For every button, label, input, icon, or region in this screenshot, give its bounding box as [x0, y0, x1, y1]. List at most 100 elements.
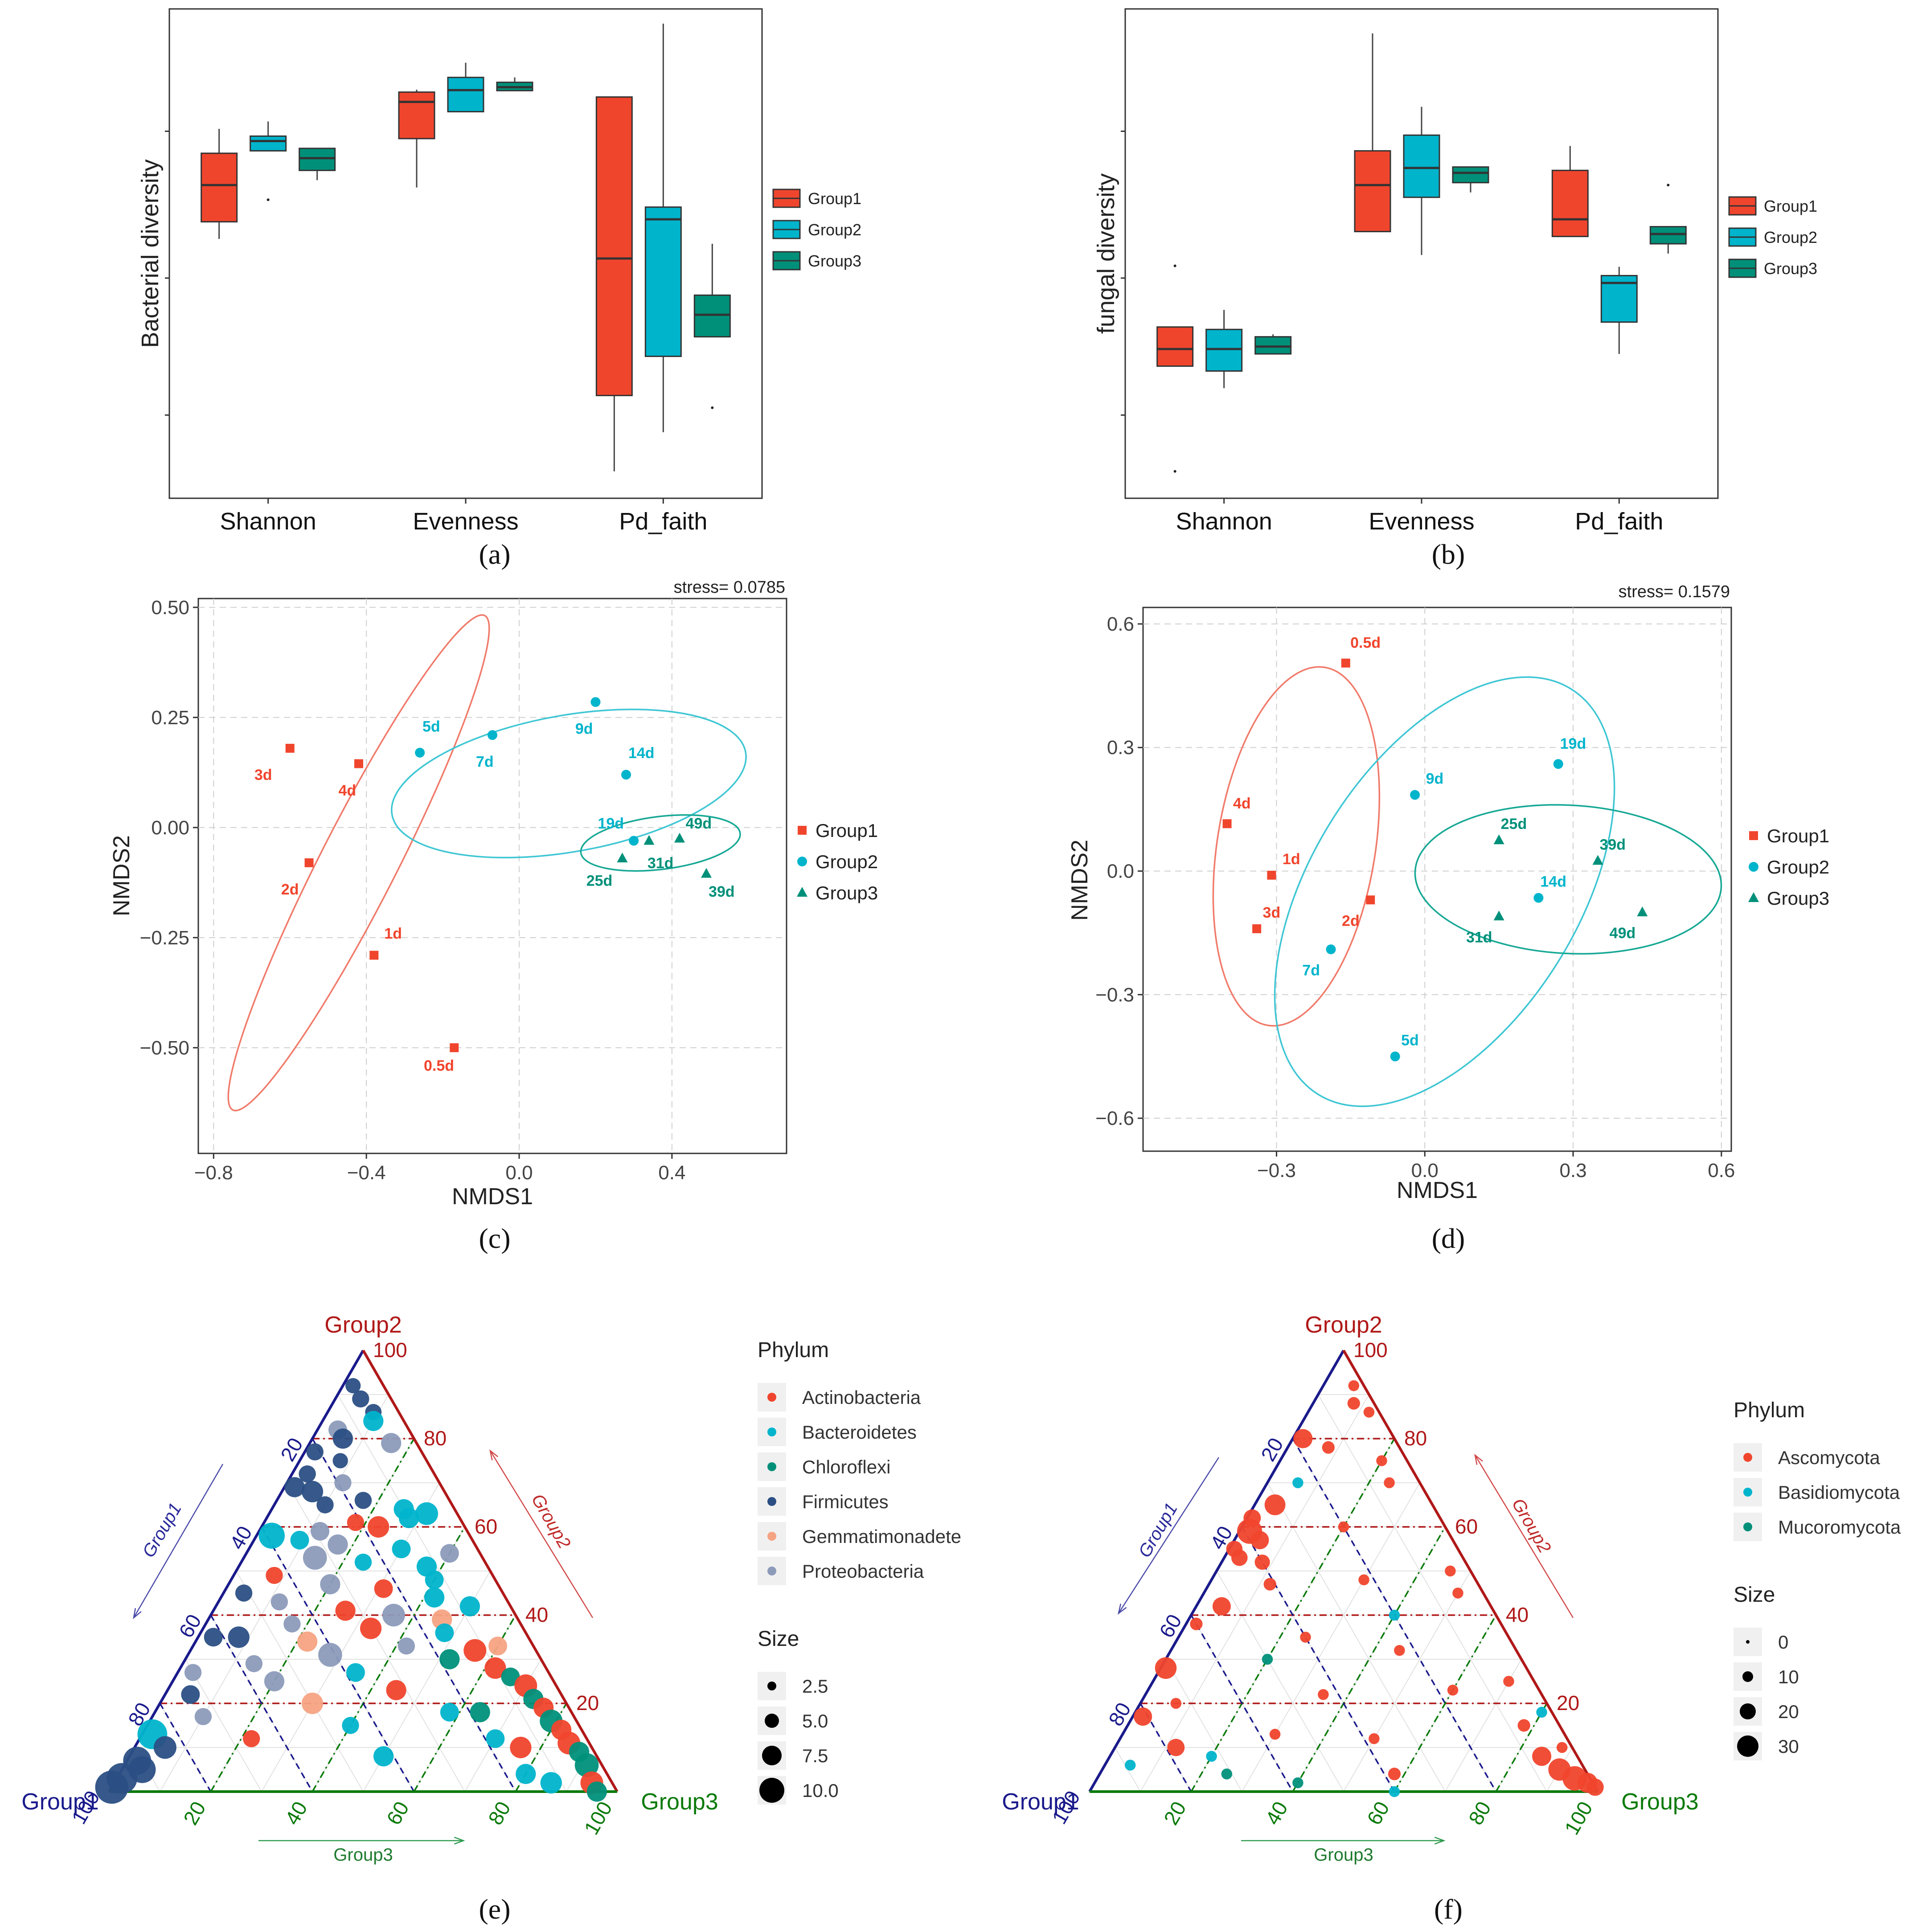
ternary-point-proteobacteria [334, 1474, 352, 1492]
legend-label: Group3 [1764, 259, 1817, 278]
ternary-point-ascomycota [1394, 1645, 1405, 1656]
ternary-point-firmicutes [181, 1685, 200, 1704]
group1-direction-arrow-head [1118, 1604, 1127, 1615]
ternary-point-ascomycota [1231, 1549, 1248, 1566]
ternary-point-ascomycota [1388, 1768, 1401, 1780]
ternary-point-proteobacteria [184, 1664, 202, 1681]
legend-key-dot [767, 1532, 776, 1541]
panel-a-yticks [165, 131, 169, 416]
ternary-point-proteobacteria [303, 1546, 327, 1570]
category-label: Evenness [413, 508, 518, 535]
legend-label: Group2 [808, 221, 861, 239]
point-group3 [1637, 906, 1648, 916]
ternary-point-firmicutes [299, 1465, 316, 1483]
point-label: 39d [1599, 836, 1626, 853]
group3-tick-label: 80 [1464, 1797, 1496, 1829]
size-key-dot [1742, 1671, 1753, 1682]
panel-a-categories: Shannon Evenness Pd_faith [220, 498, 707, 535]
ternary-point-ascomycota [1269, 1729, 1281, 1740]
box-rect [250, 135, 287, 152]
point-group2 [590, 697, 601, 707]
panel-d-stress: stress= 0.1579 [1619, 582, 1730, 601]
panel-b: fungal diversity Shannon Evenness Pd_faith… [1093, 8, 1817, 570]
group2-tick-label: 80 [424, 1427, 447, 1450]
ytick-label: −0.6 [1095, 1108, 1134, 1129]
ternary-point-ascomycota [1170, 1698, 1182, 1709]
point-group3 [643, 835, 655, 845]
box-group3-shannon [1254, 334, 1292, 355]
ternary-point-ascomycota [1134, 1707, 1152, 1726]
group2-tick-label: 40 [525, 1603, 548, 1626]
box-group3-evenness [1452, 166, 1489, 193]
size-key-dot [1740, 1703, 1756, 1719]
box-group2-evenness [1403, 107, 1440, 255]
box-group2-evenness [447, 62, 484, 113]
ternary-point-firmicutes [153, 1736, 176, 1759]
point-label: 9d [1426, 771, 1444, 788]
box-rect [447, 77, 484, 113]
ternary-point-basidiomycota [1536, 1706, 1547, 1718]
legend-key-dot [767, 1393, 776, 1402]
ternary-point-firmicutes [354, 1492, 372, 1509]
ternary-point-proteobacteria [194, 1708, 212, 1725]
confidence-ellipse-group1 [227, 614, 490, 1112]
point-group3 [1493, 911, 1504, 921]
group2-tick-label: 80 [1404, 1427, 1427, 1450]
xtick-label: −0.3 [1257, 1160, 1296, 1181]
legend-marker [1748, 892, 1759, 902]
ternary-point-bacteroidetes [459, 1596, 480, 1616]
right-axis-line [362, 1350, 619, 1793]
grid-line [236, 1571, 364, 1792]
box-rect [1205, 328, 1243, 372]
panel-d-ticks: −0.3 0.0 0.3 0.6 0.6 0.3 0.0 −0.3 −0.6 [1095, 613, 1735, 1181]
group1-tick-label: 20 [276, 1434, 307, 1465]
point-group3 [617, 852, 628, 862]
point-label: 25d [1501, 816, 1527, 833]
group1-tick-label: 80 [1104, 1698, 1135, 1730]
ternary-point-bacteroidetes [424, 1587, 445, 1608]
ternary-point-bacteroidetes [415, 1502, 439, 1525]
ternary-point-proteobacteria [264, 1671, 285, 1692]
confidence-ellipse-group3 [1414, 804, 1722, 955]
confidence-ellipse-group3 [580, 814, 741, 872]
legend-label: Group3 [808, 252, 861, 270]
ternary-point-proteobacteria [328, 1534, 348, 1555]
group2-tick-label: 60 [1455, 1515, 1478, 1538]
point-group2 [1326, 944, 1336, 955]
point-label: 4d [338, 782, 356, 799]
ternary-point-firmicutes [352, 1390, 369, 1408]
point-label: 3d [1263, 904, 1281, 921]
xtick-label: 0.0 [505, 1162, 533, 1184]
ternary-point-ascomycota [1264, 1494, 1286, 1515]
ternary-point-basidiomycota [1292, 1477, 1303, 1489]
point-label: 1d [384, 925, 402, 942]
legend-marker [797, 857, 807, 866]
ternary-point-firmicutes [95, 1770, 128, 1804]
legend-label: Group1 [1767, 825, 1829, 846]
panel-c-legend: Group1 Group2 Group3 [797, 820, 878, 903]
size-legend-title: Size [758, 1627, 799, 1651]
ternary-point-ascomycota [1212, 1597, 1231, 1616]
legend-label: Group2 [1764, 228, 1817, 246]
point-label: 49d [1610, 925, 1636, 942]
ternary-point-bacteroidetes [486, 1729, 505, 1748]
category-label: Pd_faith [1575, 508, 1663, 535]
box-group3-evenness [496, 77, 533, 91]
group1-tick-label: 40 [225, 1522, 257, 1553]
group2-tick-label: 60 [475, 1515, 497, 1538]
box-group1-pd_faith [1551, 146, 1589, 238]
panel-c-ylabel: NMDS2 [109, 835, 135, 916]
point-group1 [369, 951, 379, 960]
group2-direction-arrow-head [489, 1449, 499, 1460]
ternary-point-bacteroidetes [435, 1623, 454, 1642]
size-key-dot [762, 1746, 782, 1765]
ternary-point-bacteroidetes [398, 1508, 419, 1528]
size-key-dot [1737, 1735, 1758, 1757]
ternary-point-actinobacteria [484, 1657, 506, 1679]
point-label: 31d [1466, 929, 1492, 946]
outlier-point [1173, 264, 1176, 267]
size-label: 10 [1778, 1666, 1799, 1687]
ternary-point-proteobacteria [318, 1643, 342, 1667]
box-rect [1649, 226, 1687, 245]
